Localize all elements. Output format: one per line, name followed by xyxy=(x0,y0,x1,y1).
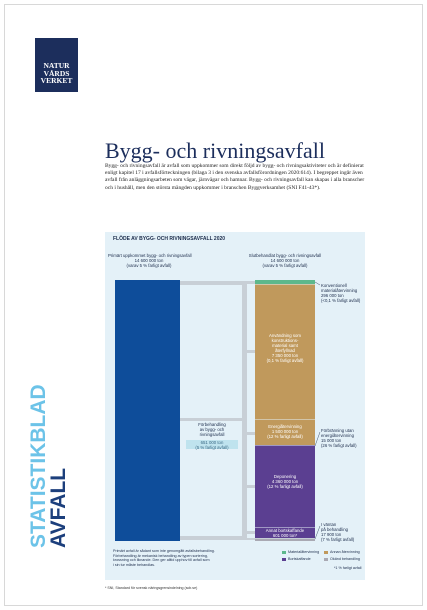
text-line: 1 500 000 ton xyxy=(271,429,299,434)
side-label: AVFALL xyxy=(47,467,70,548)
waiting-segment xyxy=(255,538,315,541)
recycling-label: Konventionell materialåtervinning 296 000 … xyxy=(321,283,360,303)
side-label: STATISTIKBLAD xyxy=(27,384,50,548)
text-line: NATUR xyxy=(43,61,70,70)
pretreatment-label: Förbehandling av bygg- och rivningsavfall xyxy=(184,422,240,437)
flow xyxy=(180,418,242,421)
text-line: (0,1 % farligt avfall) xyxy=(266,358,304,363)
text-line: 14 600 000 ton xyxy=(134,258,164,263)
text-line: 17 900 ton xyxy=(321,532,342,537)
text-line: Förbehandling xyxy=(198,422,226,427)
infographic-title: FLÖDE AV BYGG- OCH RIVNINGSAVFALL 2020 xyxy=(113,236,226,242)
legend-item: Annan återvinning xyxy=(330,550,360,554)
text-line: Konventionell xyxy=(321,283,347,288)
text-line: (12 % farligt avfall) xyxy=(267,484,303,489)
pretreatment-box xyxy=(186,440,238,449)
legend-item: Okänd behandling xyxy=(330,557,360,561)
text-line: 7 350 000 ton xyxy=(271,353,299,358)
landfill-label: Deponering 4 360 000 ton (12 % farligt avf… xyxy=(255,474,315,489)
text-line: 651 000 ton xyxy=(200,440,224,445)
text-line: VERKET xyxy=(40,76,73,85)
intro: Bygg- och rivningsavfall är avfall som u… xyxy=(105,163,365,191)
logo-box xyxy=(35,38,78,92)
legend-swatches xyxy=(282,551,328,561)
text-line: VÅRDS xyxy=(43,68,70,78)
text-line: (<0,1 % farligt avfall) xyxy=(321,298,361,303)
legend-item: Bortskaffande xyxy=(288,557,311,561)
construction-label: Användning som konstruktions-material sam… xyxy=(255,333,315,363)
text-line: (5 % farligt avfall) xyxy=(195,445,229,450)
primary-bar xyxy=(115,280,180,541)
text-line: I väntan xyxy=(321,522,337,527)
text-line: 14 600 000 ton xyxy=(270,258,300,263)
logo-text: NATUR VÅRDS VERKET xyxy=(35,62,78,85)
text-line: i sin tur måste behandlas. xyxy=(113,562,156,567)
text-line: (7 % farligt avfall) xyxy=(321,537,355,542)
text-line: rivningsavfall xyxy=(199,432,225,437)
text-line: 4 360 000 ton xyxy=(271,479,299,484)
text-line: 15 000 ton xyxy=(321,438,342,443)
text-line: 601 000 ton* xyxy=(272,533,298,538)
text-line: Förbehandling är mekanisk behandling av … xyxy=(113,553,208,558)
text-line: material samt xyxy=(272,343,298,348)
other-disposal-label: Annat bortskaffande 601 000 ton* xyxy=(255,528,315,538)
flow xyxy=(180,281,242,285)
text-line: 296 000 ton xyxy=(321,293,344,298)
branches xyxy=(247,281,255,540)
connector xyxy=(242,281,247,540)
energy-segment xyxy=(255,420,315,445)
text-line: Primärt avfall är sådant som inte genomg… xyxy=(113,549,215,553)
landfill-segment xyxy=(255,445,315,528)
text-line: på behandling xyxy=(321,527,349,532)
text-line: Deponering xyxy=(273,474,297,479)
other-disposal-segment xyxy=(255,528,315,538)
waiting-label: I väntan på behandling 17 900 ton (7 % farl… xyxy=(321,522,354,542)
incineration-label: Förbränning utan energiåtervinning 15 000 … xyxy=(321,428,357,448)
title: Bygg- och rivningsavfall xyxy=(105,138,325,163)
text-line: Förbränning utan xyxy=(321,428,354,433)
text-line: energiåtervinning xyxy=(321,433,354,438)
text-line: konstruktions- xyxy=(271,338,299,343)
text-line: (varav 5 % farligt avfall) xyxy=(126,263,172,268)
notes: Primärt avfall är sådant som inte genomg… xyxy=(113,549,215,567)
text-line: Energiåtervinning xyxy=(268,424,302,429)
text-line: (varav 5 % farligt avfall) xyxy=(262,263,308,268)
text-line: krossning och liknande. Den ger alltid u… xyxy=(113,558,210,563)
text-line: Användning som xyxy=(268,333,301,338)
annotation-lines xyxy=(314,281,321,540)
legend-note: *1 % farligt avfall xyxy=(334,566,362,570)
text-line: (26 % farligt avfall) xyxy=(321,443,357,448)
text-line: återfyllnad xyxy=(275,348,295,353)
right-heading: Slutbehandlat bygg- och rivningsavfall 14… xyxy=(240,253,330,268)
left-heading: Primärt uppkommet bygg- och rivningsavfa… xyxy=(108,253,192,268)
footnote: * SNI, Standard för svensk näringsgrensi… xyxy=(105,586,198,590)
text-line: Primärt uppkommet bygg- och rivningsavfa… xyxy=(108,253,192,258)
energy-label: Energiåtervinning 1 500 000 ton (12 % farl… xyxy=(255,424,315,439)
text-line: av bygg- och xyxy=(199,427,225,432)
text-line: Slutbehandlat bygg- och rivningsavfall xyxy=(248,253,322,258)
text-line: Annat bortskaffande xyxy=(265,528,305,533)
text-line: materialåtervinning xyxy=(321,288,358,293)
pretreatment-amount: 651 000 ton (5 % farligt avfall) xyxy=(184,440,240,450)
text-line: (12 % farligt avfall) xyxy=(267,434,303,439)
legend-item: Materialåtervinning xyxy=(288,550,320,554)
recycling-segment xyxy=(255,280,315,284)
flow xyxy=(180,536,242,540)
construction-segment xyxy=(255,284,315,420)
